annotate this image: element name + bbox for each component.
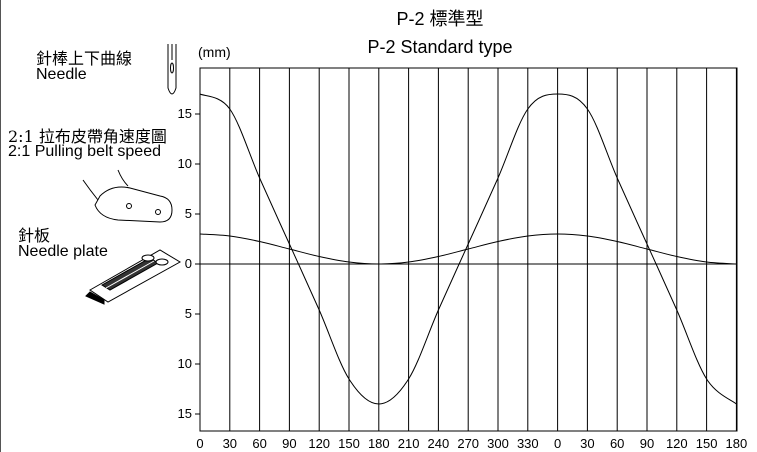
y-tick-label: 15 xyxy=(178,406,192,421)
unit-label: (mm) xyxy=(198,44,231,60)
x-tick-label: 30 xyxy=(223,436,237,451)
x-tick-label: 150 xyxy=(696,436,718,451)
plate-label-chinese: 針板 xyxy=(18,226,51,245)
x-tick-label: 270 xyxy=(457,436,479,451)
chart-title-english: P-2 Standard type xyxy=(367,37,513,57)
x-tick-label: 60 xyxy=(252,436,266,451)
needle-label-chinese: 針棒上下曲線 xyxy=(36,49,133,68)
y-tick-label: 0 xyxy=(185,256,192,271)
x-tick-label: 240 xyxy=(428,436,450,451)
series-line xyxy=(199,233,737,265)
x-tick-label: 180 xyxy=(368,436,390,451)
x-tick-label: 210 xyxy=(398,436,420,451)
x-tick-label: 180 xyxy=(726,436,748,451)
needle-plate-icon xyxy=(85,249,181,305)
x-tick-label: 90 xyxy=(640,436,654,451)
x-tick-label: 120 xyxy=(666,436,688,451)
needle-icon xyxy=(167,44,177,95)
series-line xyxy=(199,93,737,405)
belt-label-chinese: 2:1 拉布皮帶角速度圖 xyxy=(8,127,167,146)
x-tick-label: 120 xyxy=(308,436,330,451)
x-tick-label: 0 xyxy=(196,436,203,451)
chart-plot-area: 0 30 60 90 120 150 180 210 240 270 300 330 0 30 60 90 12… xyxy=(178,67,748,451)
x-tick-label: 330 xyxy=(517,436,539,451)
y-tick-label: 10 xyxy=(178,156,192,171)
belt-label-english: 2:1 Pulling belt speed xyxy=(8,143,161,160)
frame-left-border xyxy=(0,0,1,452)
y-tick-label: 5 xyxy=(185,306,192,321)
x-tick-label: 300 xyxy=(487,436,509,451)
y-tick-label: 5 xyxy=(185,206,192,221)
y-tick-label: 15 xyxy=(178,106,192,121)
needle-label-english: Needle xyxy=(36,66,87,83)
y-tick-label: 10 xyxy=(178,356,192,371)
x-tick-label: 30 xyxy=(580,436,594,451)
plate-label-english: Needle plate xyxy=(18,243,108,260)
x-tick-label: 90 xyxy=(282,436,296,451)
pulling-belt-icon xyxy=(82,169,173,223)
chart-title-chinese: P-2 標準型 xyxy=(396,9,484,29)
x-tick-label: 150 xyxy=(338,436,360,451)
x-tick-label: 60 xyxy=(610,436,624,451)
x-tick-label: 0 xyxy=(554,436,561,451)
